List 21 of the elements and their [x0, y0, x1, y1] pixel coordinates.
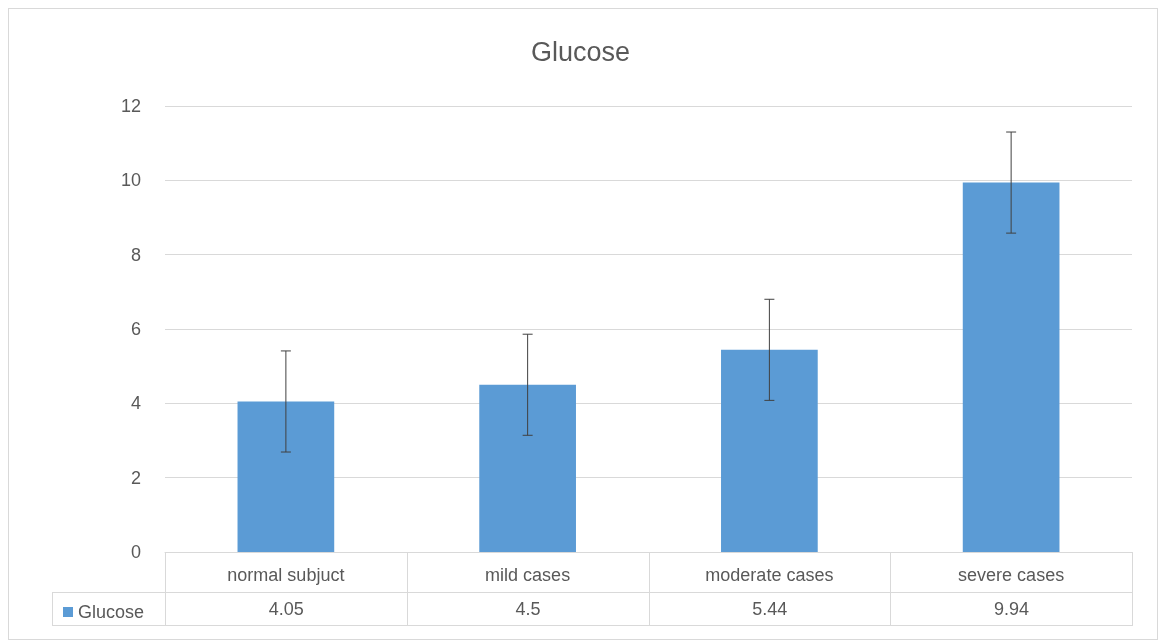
- bar: [237, 401, 335, 552]
- x-tick-label: moderate cases: [705, 565, 834, 585]
- data-label: 5.44: [648, 592, 892, 626]
- y-tick-label: 4: [130, 393, 141, 414]
- y-tick-label: 8: [130, 244, 141, 265]
- y-tick-label: 0: [130, 542, 141, 562]
- data-label: 4.05: [165, 592, 408, 626]
- chart-title: Glucose: [530, 36, 631, 67]
- x-tick-label: severe cases: [958, 565, 1065, 585]
- data-label: 9.94: [890, 592, 1133, 626]
- bar: [962, 182, 1060, 552]
- x-tick-label: normal subjuct: [227, 565, 345, 585]
- x-tick-label: mild cases: [485, 565, 571, 585]
- legend-label: Glucose: [78, 602, 145, 622]
- y-tick-label: 6: [130, 319, 141, 339]
- bar: [479, 384, 576, 552]
- y-tick-label: 12: [120, 96, 141, 116]
- data-label: 4.5: [406, 592, 650, 626]
- bar: [721, 349, 818, 552]
- y-tick-label: 10: [120, 170, 141, 191]
- y-tick-label: 2: [130, 467, 141, 488]
